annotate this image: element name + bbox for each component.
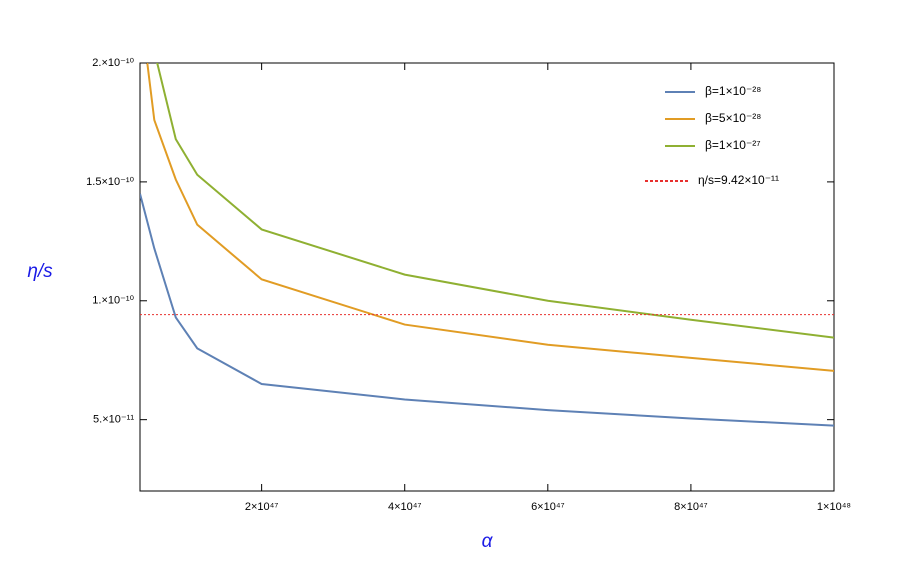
y-tick-label: 2.×10⁻¹⁰ (92, 57, 134, 69)
curves (140, 63, 834, 427)
y-tick-label: 1.5×10⁻¹⁰ (86, 176, 134, 188)
legend-label: β=1×10⁻²⁷ (705, 138, 761, 152)
x-tick-label: 8×10⁴⁷ (674, 501, 708, 513)
x-tick-label: 4×10⁴⁷ (388, 501, 422, 513)
y-tick-label: 5.×10⁻¹¹ (93, 414, 134, 426)
x-tick-label: 6×10⁴⁷ (531, 501, 565, 513)
legend-label: β=1×10⁻²⁸ (705, 84, 761, 98)
series-line (146, 63, 834, 372)
series-line (140, 193, 834, 427)
plot-frame (139, 62, 835, 492)
x-tick-label: 2×10⁴⁷ (245, 501, 279, 513)
y-axis-title: η/s (27, 261, 53, 282)
series-line (156, 63, 834, 339)
y-tick-label: 1.×10⁻¹⁰ (92, 295, 134, 307)
x-axis-title: α (482, 531, 494, 552)
legend-label: β=5×10⁻²⁸ (705, 111, 761, 125)
x-tick-label: 1×10⁴⁸ (817, 501, 851, 513)
legend-label: η/s=9.42×10⁻¹¹ (698, 173, 779, 187)
